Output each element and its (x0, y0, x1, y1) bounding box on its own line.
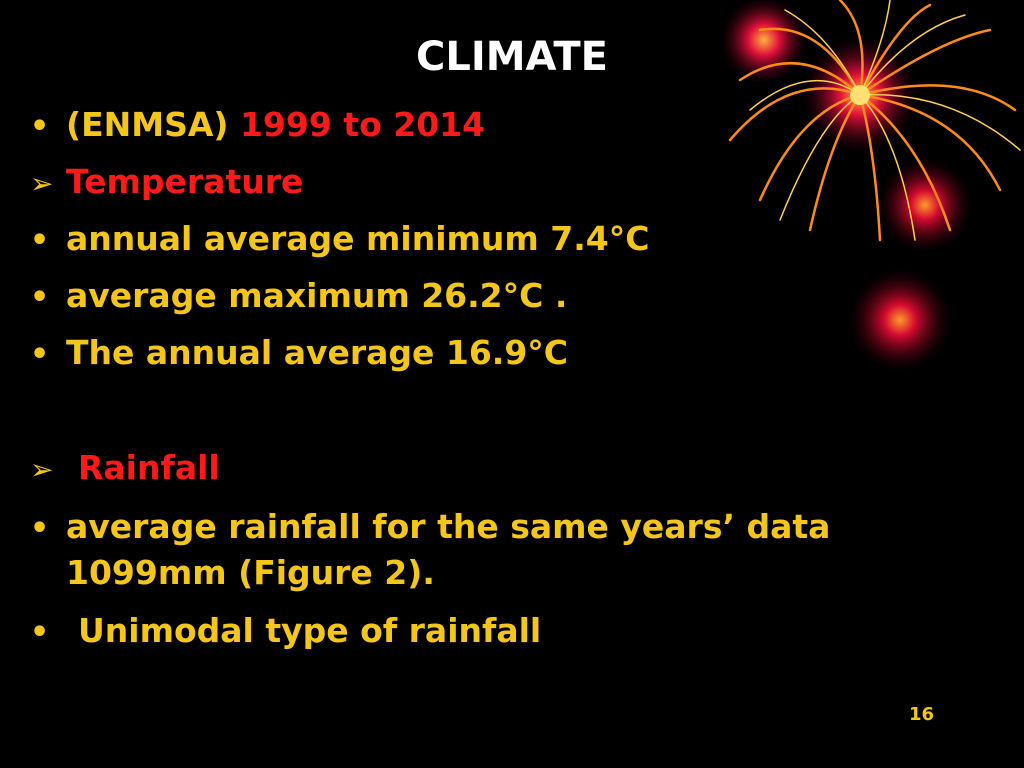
min-temperature-text: annual average minimum 7.4°C (66, 219, 650, 258)
unimodal-text: Unimodal type of rainfall (78, 611, 542, 650)
max-temperature-text: average maximum 26.2°C . (66, 276, 568, 315)
bullet-line-average: • The annual average 16.9°C (30, 331, 568, 377)
bullet-line-rainfall-average: • average rainfall for the same years’ da… (30, 505, 930, 595)
fireworks-icon (720, 0, 1021, 372)
slide-title: CLIMATE (416, 34, 608, 80)
source-label: (ENMSA) (66, 105, 240, 144)
bullet-line-period: • (ENMSA) 1999 to 2014 (30, 103, 485, 149)
rainfall-average-text: average rainfall for the same years’ dat… (66, 507, 831, 546)
bullet-dot-icon: • (30, 511, 50, 546)
rainfall-heading: Rainfall (78, 448, 220, 487)
heading-temperature: ➢ Temperature (30, 160, 303, 206)
bullet-line-min: • annual average minimum 7.4°C (30, 217, 649, 263)
bullet-dot-icon: • (30, 109, 50, 144)
bullet-line-unimodal: • Unimodal type of rainfall (30, 609, 541, 655)
bullet-line-max: • average maximum 26.2°C . (30, 274, 567, 320)
arrow-bullet-icon: ➢ (30, 453, 54, 486)
bullet-dot-icon: • (30, 280, 50, 315)
temperature-heading: Temperature (66, 162, 304, 201)
page-number: 16 (909, 704, 935, 725)
bullet-dot-icon: • (30, 615, 50, 650)
average-temperature-text: The annual average 16.9°C (66, 333, 569, 372)
period-text: 1999 to 2014 (239, 105, 486, 144)
arrow-bullet-icon: ➢ (30, 167, 54, 200)
rainfall-average-value: 1099mm (Figure 2). (66, 553, 435, 592)
bullet-dot-icon: • (30, 223, 50, 258)
heading-rainfall: ➢ Rainfall (30, 446, 220, 492)
bullet-dot-icon: • (30, 337, 50, 372)
